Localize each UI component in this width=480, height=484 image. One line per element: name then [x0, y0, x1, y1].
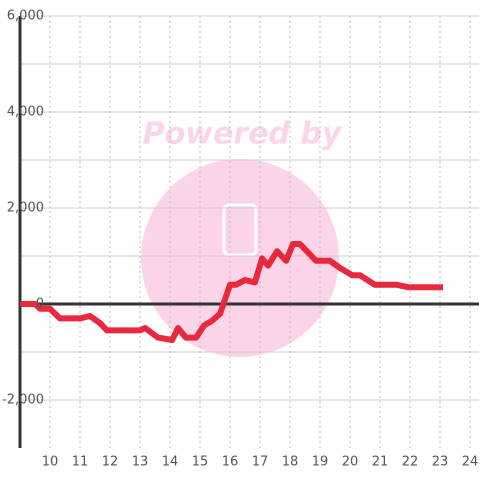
- x-tick-label: 17: [252, 455, 269, 470]
- data-line: [20, 241, 443, 343]
- x-tick-label: 18: [282, 455, 299, 470]
- x-tick-label: 16: [222, 455, 239, 470]
- y-tick-label: 2,000: [7, 201, 44, 216]
- x-tick-label: 21: [372, 455, 389, 470]
- x-tick-label: 10: [42, 455, 59, 470]
- x-tick-label: 19: [312, 455, 329, 470]
- x-tick-label: 15: [192, 455, 209, 470]
- y-tick-label: 6,000: [7, 9, 44, 24]
- y-tick-label: 4,000: [7, 105, 44, 120]
- y-tick-label: -2,000: [2, 393, 44, 408]
- x-tick-label: 14: [162, 455, 179, 470]
- watermark-icon: [222, 203, 258, 257]
- x-tick-label: 22: [402, 455, 419, 470]
- x-tick-label: 13: [132, 455, 149, 470]
- x-tick-label: 24: [462, 455, 479, 470]
- x-tick-label: 20: [342, 455, 359, 470]
- watermark-text: Powered by: [143, 117, 343, 152]
- x-tick-label: 11: [72, 455, 89, 470]
- x-tick-label: 12: [102, 455, 119, 470]
- y-tick-label: 0: [36, 297, 44, 312]
- x-tick-label: 23: [432, 455, 449, 470]
